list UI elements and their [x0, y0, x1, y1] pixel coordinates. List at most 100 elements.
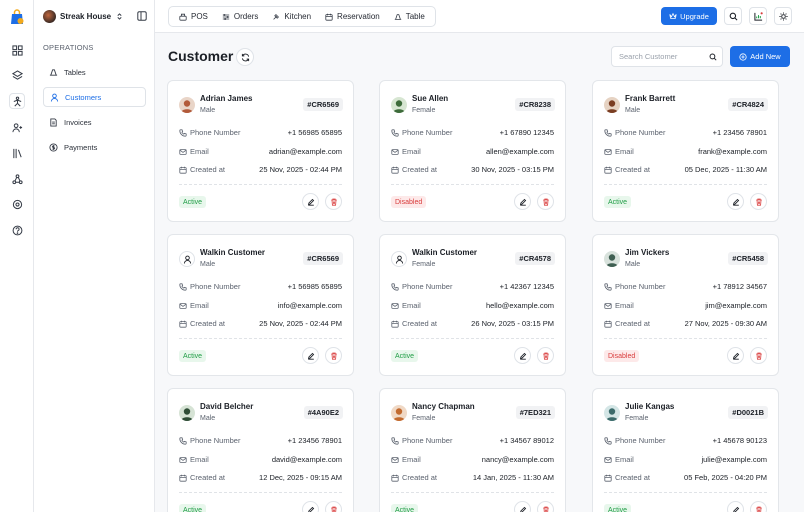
library-icon[interactable] — [9, 145, 25, 161]
edit-icon — [307, 198, 314, 206]
status-badge: Active — [179, 196, 207, 208]
created-value: 30 Nov, 2025 - 03:15 PM — [471, 165, 554, 174]
created-label: Created at — [615, 319, 651, 328]
plus-circle-icon — [739, 52, 747, 61]
upgrade-button[interactable]: Upgrade — [661, 7, 717, 25]
calendar-icon — [604, 320, 612, 328]
edit-button[interactable] — [727, 193, 744, 210]
sidebar-item-invoices[interactable]: Invoices — [43, 112, 146, 132]
top-bar: POS Orders Kitchen Reservation Table Upg… — [155, 0, 804, 33]
sun-icon — [778, 11, 788, 21]
customer-gender: Male — [200, 107, 216, 114]
add-new-button[interactable]: Add New — [730, 46, 790, 67]
tab-label: Reservation — [337, 12, 380, 21]
email-row: Email julie@example.com — [604, 454, 767, 465]
edit-icon — [519, 506, 526, 512]
reservation-icon — [325, 13, 333, 21]
phone-label: Phone Number — [615, 436, 666, 445]
phone-value: +1 45678 90123 — [712, 436, 767, 445]
phone-value: +1 23456 78901 — [287, 436, 342, 445]
delete-button[interactable] — [750, 193, 767, 210]
search-input[interactable]: Search Customer — [611, 46, 723, 67]
sidebar-collapse-icon[interactable] — [137, 11, 147, 21]
tab-label: POS — [191, 12, 208, 21]
edit-button[interactable] — [727, 347, 744, 364]
settings-icon[interactable] — [9, 196, 25, 212]
sidebar-item-customers[interactable]: Customers — [43, 87, 146, 107]
delete-button[interactable] — [537, 193, 554, 210]
app-logo-icon[interactable] — [8, 8, 26, 26]
edit-button[interactable] — [302, 501, 319, 512]
layers-icon[interactable] — [9, 67, 25, 83]
tab-orders[interactable]: Orders — [215, 8, 265, 25]
customer-id: #4A90E2 — [303, 406, 343, 419]
operations-icon[interactable] — [9, 93, 25, 109]
created-value: 05 Dec, 2025 - 11:30 AM — [684, 165, 767, 174]
email-row: Email allen@example.com — [391, 146, 554, 157]
avatar-photo — [393, 100, 405, 113]
phone-label: Phone Number — [615, 282, 666, 291]
status-badge: Active — [604, 504, 632, 512]
tab-kitchen[interactable]: Kitchen — [265, 8, 318, 25]
dashboard-icon[interactable] — [9, 42, 25, 58]
calendar-icon — [604, 474, 612, 482]
phone-value: +1 23456 78901 — [712, 128, 767, 137]
reports-button[interactable] — [749, 7, 767, 25]
tab-label: Kitchen — [284, 12, 312, 21]
delete-button[interactable] — [325, 501, 342, 512]
email-row: Email jim@example.com — [604, 300, 767, 311]
delete-button[interactable] — [537, 347, 554, 364]
email-value: adrian@example.com — [268, 147, 342, 156]
edit-button[interactable] — [727, 501, 744, 512]
created-label: Created at — [615, 473, 651, 482]
theme-toggle-button[interactable] — [774, 7, 792, 25]
avatar-photo — [181, 100, 193, 113]
mail-icon — [604, 456, 612, 463]
sidebar-item-payments[interactable]: Payments — [43, 137, 146, 157]
customer-gender: Female — [412, 107, 436, 114]
edit-icon — [519, 198, 526, 206]
edit-button[interactable] — [514, 347, 531, 364]
created-row: Created at 30 Nov, 2025 - 03:15 PM — [391, 164, 554, 175]
sidebar-item-label: Payments — [64, 142, 98, 152]
avatar-placeholder-icon — [391, 251, 407, 267]
delete-button[interactable] — [537, 501, 554, 512]
customer-gender: Male — [625, 107, 641, 114]
created-label: Created at — [190, 165, 226, 174]
delete-button[interactable] — [750, 501, 767, 512]
edit-button[interactable] — [302, 347, 319, 364]
divider — [179, 338, 342, 339]
delete-button[interactable] — [325, 347, 342, 364]
customer-id: #D0021B — [728, 406, 768, 419]
created-label: Created at — [402, 165, 438, 174]
sidebar-item-label: Customers — [65, 92, 102, 102]
email-value: david@example.com — [271, 455, 342, 464]
integrations-icon[interactable] — [9, 171, 25, 187]
email-row: Email david@example.com — [179, 454, 342, 465]
delete-button[interactable] — [750, 347, 767, 364]
avatar — [391, 97, 407, 113]
tab-reservation[interactable]: Reservation — [318, 8, 387, 25]
email-value: frank@example.com — [698, 147, 767, 156]
tab-table[interactable]: Table — [387, 8, 432, 25]
phone-row: Phone Number +1 56985 65895 — [179, 127, 342, 138]
users-icon[interactable] — [9, 119, 25, 135]
edit-icon — [519, 352, 526, 360]
trash-icon — [330, 506, 337, 512]
edit-icon — [732, 198, 739, 206]
customer-id: #CR4578 — [515, 252, 555, 265]
help-icon[interactable] — [9, 222, 25, 238]
edit-button[interactable] — [514, 501, 531, 512]
phone-label: Phone Number — [402, 436, 453, 445]
edit-button[interactable] — [514, 193, 531, 210]
search-button[interactable] — [724, 7, 742, 25]
tab-pos[interactable]: POS — [172, 8, 215, 25]
trash-icon — [542, 506, 549, 512]
sidebar-item-tables[interactable]: Tables — [43, 62, 146, 82]
refresh-button[interactable] — [236, 48, 254, 66]
delete-button[interactable] — [325, 193, 342, 210]
kitchen-icon — [273, 13, 280, 20]
store-switcher[interactable]: Streak House — [43, 9, 147, 24]
customer-card: Nancy Chapman Female #7ED321 Phone Numbe… — [379, 388, 566, 512]
edit-button[interactable] — [302, 193, 319, 210]
